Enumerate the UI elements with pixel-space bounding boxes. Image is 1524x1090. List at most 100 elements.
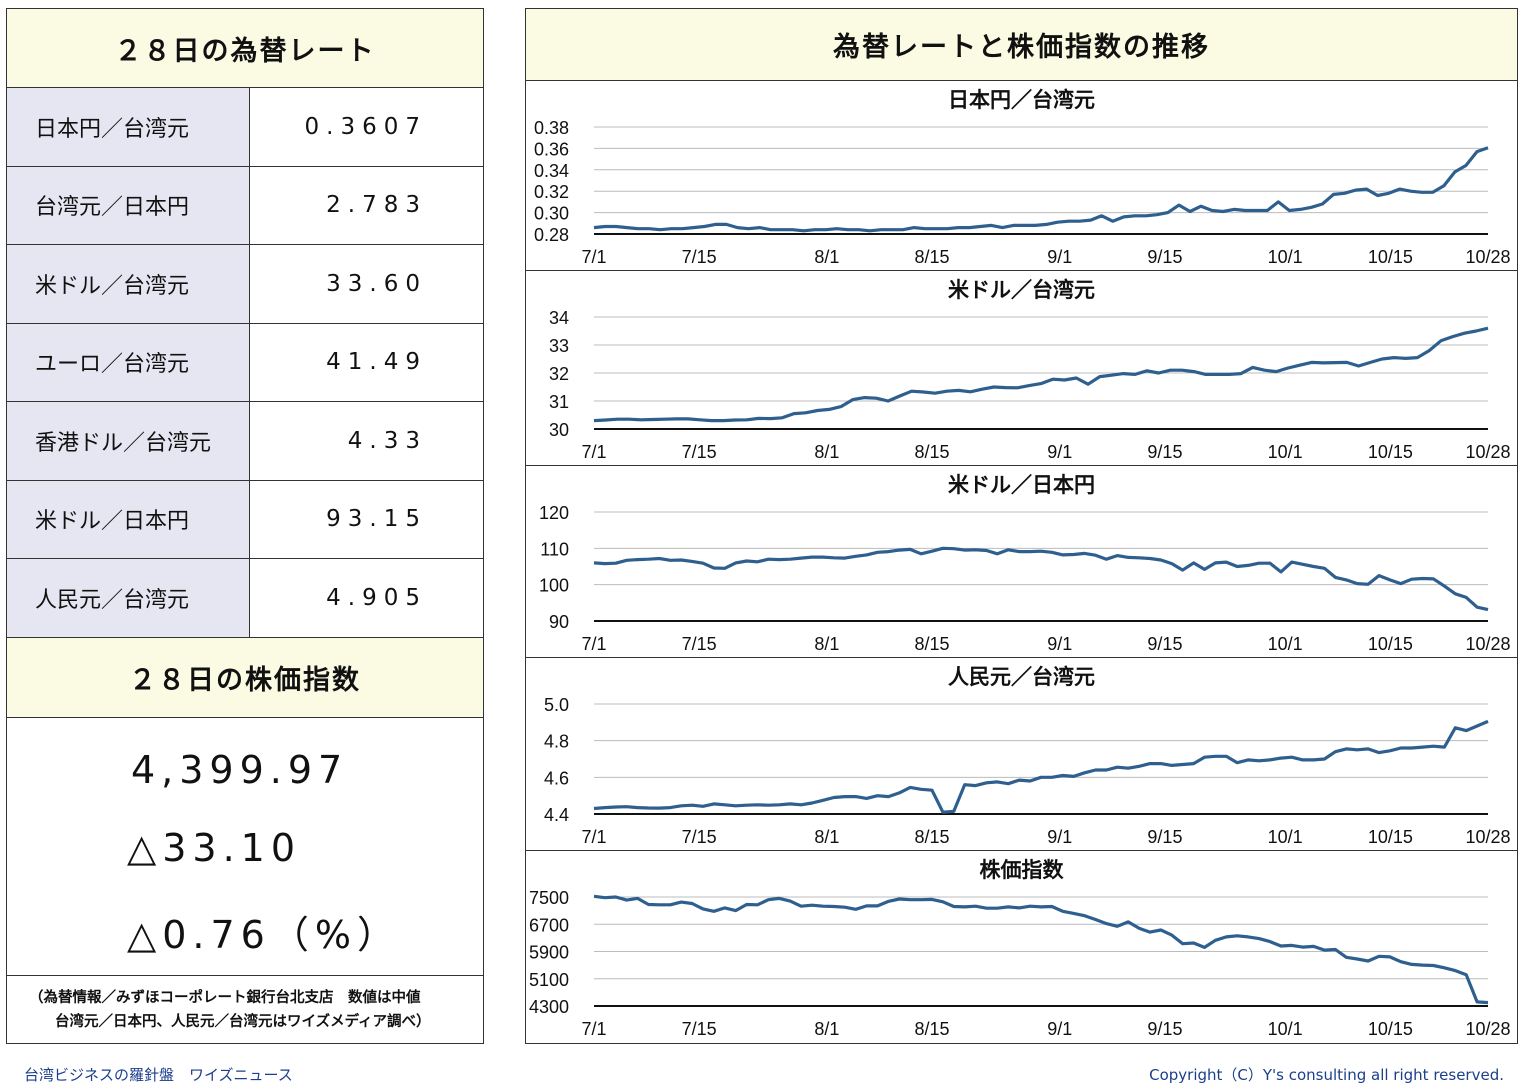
- x-tick-label: 9/15: [1147, 827, 1182, 847]
- rate-label: 米ドル／台湾元: [7, 245, 250, 323]
- x-tick-label: 10/28: [1465, 634, 1510, 654]
- chart-title: 日本円／台湾元: [948, 88, 1095, 112]
- x-tick-label: 8/15: [915, 827, 950, 847]
- source-note-line1: （為替情報／みずほコーポレート銀行台北支店 数値は中値: [29, 989, 421, 1006]
- rate-row: 人民元／台湾元 4.905: [7, 559, 483, 638]
- y-tick-label: 34: [549, 308, 569, 328]
- x-tick-label: 10/15: [1368, 1019, 1413, 1039]
- rate-label: ユーロ／台湾元: [7, 323, 250, 401]
- stock-values: 4,399.97 △33.10 △0.76（%）: [7, 718, 483, 976]
- rate-value: 4.33: [347, 427, 427, 454]
- y-tick-label: 100: [539, 576, 569, 596]
- y-tick-label: 4.6: [544, 768, 569, 788]
- y-tick-label: 7500: [529, 888, 569, 908]
- x-tick-label: 10/1: [1268, 827, 1303, 847]
- y-tick-label: 0.32: [534, 182, 569, 202]
- series-line: [593, 326, 1489, 423]
- x-tick-label: 10/28: [1465, 1019, 1510, 1039]
- x-tick-label: 9/1: [1047, 827, 1072, 847]
- rate-value: 93.15: [326, 506, 427, 533]
- chart-title: 米ドル／日本円: [948, 473, 1095, 497]
- x-tick-label: 7/15: [682, 634, 717, 654]
- y-tick-label: 30: [549, 420, 569, 440]
- stock-title: ２８日の株価指数: [7, 637, 483, 718]
- rate-label: 米ドル／日本円: [7, 480, 250, 558]
- x-tick-label: 9/15: [1147, 634, 1182, 654]
- x-tick-label: 10/15: [1368, 827, 1413, 847]
- rate-value: 41.49: [326, 349, 427, 376]
- x-tick-label: 10/15: [1368, 442, 1413, 462]
- y-tick-label: 0.34: [534, 161, 569, 181]
- y-tick-label: 90: [549, 612, 569, 632]
- y-tick-label: 6700: [529, 915, 569, 935]
- stock-change-value: △33.10: [127, 825, 302, 870]
- rates-title: ２８日の為替レート: [7, 9, 483, 88]
- chart-title: 米ドル／台湾元: [948, 278, 1095, 302]
- x-tick-label: 8/15: [915, 247, 950, 267]
- x-tick-label: 8/1: [814, 247, 839, 267]
- footer-brand: 台湾ビジネスの羅針盤 ワイズニュース: [24, 1066, 293, 1084]
- y-tick-label: 5100: [529, 970, 569, 990]
- rates-panel: ２８日の為替レート 日本円／台湾元 0.3607 台湾元／日本円 2.783 米ドル／台…: [6, 8, 484, 1044]
- x-tick-label: 10/1: [1268, 247, 1303, 267]
- chart-svg: 日本円／台湾元 0.280.300.320.340.360.38 7/1 7/15 8/…: [534, 88, 1511, 267]
- series-line: [593, 719, 1489, 814]
- chart-2: 米ドル／台湾元 30 31 32 33 34 7/1 7/15 8/1 8/15 9/1 9/15 10…: [526, 271, 1517, 466]
- y-tick-label: 0.30: [534, 204, 569, 224]
- rate-value: 0.3607: [304, 113, 427, 140]
- y-tick-label: 4300: [529, 997, 569, 1017]
- chart-svg: 米ドル／台湾元 30 31 32 33 34 7/1 7/15 8/1 8/15 9/1 9/15 10…: [549, 278, 1511, 462]
- y-tick-label: 0.36: [534, 139, 569, 159]
- rate-row: 米ドル／台湾元 33.60: [7, 245, 483, 324]
- x-tick-label: 7/1: [581, 634, 606, 654]
- source-note: （為替情報／みずほコーポレート銀行台北支店 数値は中値 台湾元／日本円、人民元／…: [7, 976, 483, 1034]
- x-tick-label: 7/1: [581, 1019, 606, 1039]
- x-tick-label: 10/28: [1465, 442, 1510, 462]
- y-tick-label: 4.8: [544, 732, 569, 752]
- y-tick-label: 5.0: [544, 695, 569, 715]
- x-tick-label: 9/15: [1147, 442, 1182, 462]
- chart-title: 人民元／台湾元: [948, 665, 1095, 689]
- x-tick-label: 7/1: [581, 247, 606, 267]
- x-tick-label: 7/15: [682, 442, 717, 462]
- rate-label: 日本円／台湾元: [7, 88, 250, 166]
- x-tick-label: 7/15: [682, 247, 717, 267]
- footer-copyright: Copyright（C）Y's consulting all right res…: [1149, 1066, 1504, 1084]
- x-tick-label: 10/1: [1268, 1019, 1303, 1039]
- x-tick-label: 8/1: [814, 1019, 839, 1039]
- x-tick-label: 10/15: [1368, 634, 1413, 654]
- charts-panel: 為替レートと株価指数の推移 日本円／台湾元 0.28 0.30 0.32 0.34 0.3…: [525, 8, 1518, 1044]
- chart-svg: 米ドル／日本円 90 100 110 120 7/1 7/15 8/1 8/15 9/1 9/15 1…: [539, 473, 1511, 654]
- chart-1: 日本円／台湾元 0.28 0.30 0.32 0.34 0.36 0.38 7/1 7/15 8/…: [526, 81, 1517, 271]
- y-tick-label: 4.4: [544, 805, 569, 825]
- x-tick-label: 7/15: [682, 1019, 717, 1039]
- x-tick-label: 9/1: [1047, 442, 1072, 462]
- rate-row: 台湾元／日本円 2.783: [7, 166, 483, 245]
- y-tick-label: 5900: [529, 943, 569, 963]
- x-tick-label: 8/1: [814, 827, 839, 847]
- rate-row: 香港ドル／台湾元 4.33: [7, 402, 483, 481]
- rates-table: 日本円／台湾元 0.3607 台湾元／日本円 2.783 米ドル／台湾元 33.60 ユーロ…: [7, 88, 483, 638]
- y-tick-label: 0.38: [534, 118, 569, 138]
- x-tick-label: 10/28: [1465, 827, 1510, 847]
- rate-label: 人民元／台湾元: [7, 559, 250, 637]
- rate-label: 台湾元／日本円: [7, 166, 250, 244]
- series-line: [593, 894, 1489, 1005]
- y-tick-label: 33: [549, 336, 569, 356]
- x-tick-label: 9/15: [1147, 247, 1182, 267]
- chart-svg: 株価指数 4300 5100 5900 6700 7500 7/1 7/15 8/1 8/15 9/…: [529, 858, 1511, 1039]
- x-tick-label: 8/1: [814, 442, 839, 462]
- rate-row: 日本円／台湾元 0.3607: [7, 88, 483, 167]
- rate-row: 米ドル／日本円 93.15: [7, 480, 483, 559]
- rate-value: 4.905: [326, 584, 427, 611]
- series-line: [593, 146, 1489, 233]
- x-tick-label: 8/15: [915, 442, 950, 462]
- x-tick-label: 10/15: [1368, 247, 1413, 267]
- rate-label: 香港ドル／台湾元: [7, 402, 250, 480]
- x-tick-label: 9/1: [1047, 247, 1072, 267]
- charts-title: 為替レートと株価指数の推移: [526, 9, 1517, 81]
- x-tick-label: 10/1: [1268, 442, 1303, 462]
- stock-change-pct: △0.76（%）: [127, 912, 401, 957]
- stock-index-value: 4,399.97: [131, 747, 349, 792]
- x-tick-label: 8/15: [915, 1019, 950, 1039]
